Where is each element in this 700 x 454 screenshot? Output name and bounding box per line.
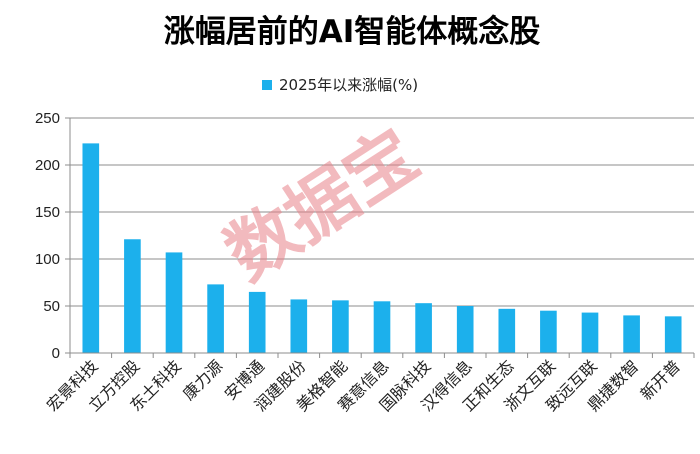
bar: [373, 301, 391, 353]
chart-title: 涨幅居前的AI智能体概念股: [164, 14, 541, 50]
bar: [165, 252, 183, 353]
x-tick-label: 康力源: [179, 356, 226, 403]
bar: [290, 299, 308, 353]
bars: [82, 143, 682, 353]
y-tick-label: 50: [43, 298, 60, 315]
bar: [623, 315, 640, 353]
bar: [540, 310, 557, 353]
bar: [415, 303, 432, 353]
y-tick-label: 0: [52, 345, 60, 362]
y-tick-label: 200: [35, 157, 60, 174]
bar: [581, 312, 599, 353]
bar: [82, 143, 100, 353]
bar: [124, 239, 141, 353]
bar: [248, 291, 266, 353]
bar: [664, 316, 682, 353]
bar: [456, 306, 474, 353]
y-tick-label: 150: [35, 204, 60, 221]
legend-label: 2025年以来涨幅(%): [279, 76, 418, 94]
bar: [207, 284, 224, 353]
axes: [69, 118, 694, 354]
y-tick-label: 250: [35, 110, 60, 127]
bar: [332, 300, 349, 353]
y-axis-ticks: 0 50 100 150 200 250: [35, 110, 70, 362]
bar: [498, 308, 516, 353]
x-tick-label: 新开普: [637, 356, 684, 403]
legend-swatch: [262, 80, 272, 90]
x-axis-ticks: 宏景科技立方控股东土科技康力源安博通润建股份美格智能赛意信息国脉科技汉得信息正和…: [43, 353, 695, 415]
watermark: 数据宝: [212, 113, 433, 296]
y-tick-label: 100: [35, 251, 60, 268]
